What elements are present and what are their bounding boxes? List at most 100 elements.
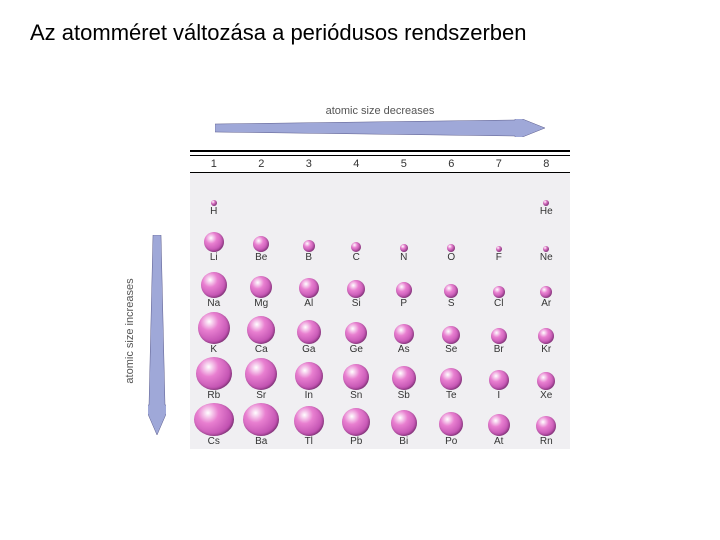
group-header-row: 12345678 — [190, 155, 570, 173]
element-symbol: In — [305, 391, 313, 401]
period-row: NaMgAlSiPSClAr — [190, 265, 570, 311]
element-cell: S — [428, 265, 476, 311]
atom-sphere — [247, 316, 275, 344]
element-cell: C — [333, 219, 381, 265]
element-cell: Sn — [333, 357, 381, 403]
period-row: H He — [190, 173, 570, 219]
atom-sphere — [442, 326, 460, 344]
element-cell: Ge — [333, 311, 381, 357]
element-cell: B — [285, 219, 333, 265]
element-symbol: Ba — [255, 437, 267, 447]
element-cell: Pb — [333, 403, 381, 449]
atom-sphere — [253, 236, 269, 252]
element-cell — [428, 173, 476, 219]
element-cell: Po — [428, 403, 476, 449]
atom-sphere — [540, 286, 552, 298]
period-row: LiBeBCNOFNe — [190, 219, 570, 265]
atom-sphere — [194, 403, 234, 436]
element-symbol: Rb — [207, 391, 220, 401]
element-symbol: K — [210, 345, 217, 355]
atom-sphere — [196, 357, 232, 390]
element-cell: Tl — [285, 403, 333, 449]
atom-sphere — [347, 280, 365, 298]
atom-sphere — [391, 410, 417, 436]
element-cell: Na — [190, 265, 238, 311]
atom-sphere — [538, 328, 554, 344]
element-symbol: Cs — [208, 437, 220, 447]
element-cell: Ar — [523, 265, 571, 311]
top-arrow-group: atomic size decreases — [215, 105, 545, 145]
element-symbol: Sb — [398, 391, 410, 401]
atom-sphere — [201, 272, 227, 298]
element-cell — [475, 173, 523, 219]
atom-sphere — [447, 244, 455, 252]
element-cell: Li — [190, 219, 238, 265]
atom-sphere — [392, 366, 416, 390]
element-symbol: Be — [255, 253, 267, 263]
element-symbol: Ga — [302, 345, 315, 355]
period-row: Cs Ba TlPb Bi PoAt Rn — [190, 403, 570, 449]
element-cell — [380, 173, 428, 219]
element-cell: Ca — [238, 311, 286, 357]
element-symbol: Mg — [254, 299, 268, 309]
group-header: 2 — [238, 156, 286, 172]
group-header: 3 — [285, 156, 333, 172]
element-symbol: As — [398, 345, 410, 355]
arrow-right-icon — [215, 119, 545, 137]
top-arrow-label: atomic size decreases — [215, 105, 545, 117]
atom-sphere — [488, 414, 510, 436]
element-symbol: B — [305, 253, 312, 263]
element-symbol: I — [497, 391, 500, 401]
atom-sphere — [537, 372, 555, 390]
atom-sphere — [396, 282, 412, 298]
element-cell: Rb — [190, 357, 238, 403]
element-symbol: Al — [304, 299, 313, 309]
atom-sphere — [489, 370, 509, 390]
element-cell: In — [285, 357, 333, 403]
element-grid: HHeLiBeBCNOFNeNaMgAlSiPSClArKCaGaGeAsSeB… — [190, 173, 570, 449]
element-cell: Ba — [238, 403, 286, 449]
atom-sphere — [295, 362, 323, 390]
group-header: 8 — [523, 156, 571, 172]
element-cell: Sr — [238, 357, 286, 403]
page-title: Az atomméret változása a periódusos rend… — [30, 20, 526, 46]
element-cell: H — [190, 173, 238, 219]
atom-sphere — [299, 278, 319, 298]
element-symbol: Rn — [540, 437, 553, 447]
element-cell — [238, 173, 286, 219]
element-cell: Te — [428, 357, 476, 403]
element-cell: Ga — [285, 311, 333, 357]
element-cell: As — [380, 311, 428, 357]
element-symbol: Sr — [256, 391, 266, 401]
element-symbol: He — [540, 207, 553, 217]
element-symbol: F — [496, 253, 502, 263]
element-cell: Al — [285, 265, 333, 311]
atom-sphere — [343, 364, 369, 390]
group-header: 4 — [333, 156, 381, 172]
element-symbol: Te — [446, 391, 457, 401]
atom-sphere — [345, 322, 367, 344]
element-symbol: Ne — [540, 253, 553, 263]
element-symbol: P — [400, 299, 407, 309]
element-cell: Kr — [523, 311, 571, 357]
atom-sphere — [342, 408, 370, 436]
element-symbol: Bi — [399, 437, 408, 447]
group-header: 6 — [428, 156, 476, 172]
element-cell: I — [475, 357, 523, 403]
element-symbol: Se — [445, 345, 457, 355]
element-cell: O — [428, 219, 476, 265]
element-cell: P — [380, 265, 428, 311]
element-cell: Bi — [380, 403, 428, 449]
atom-sphere — [491, 328, 507, 344]
element-symbol: Kr — [541, 345, 551, 355]
element-symbol: Li — [210, 253, 218, 263]
atom-sphere — [394, 324, 414, 344]
atom-sphere — [245, 358, 277, 390]
element-symbol: Ge — [350, 345, 363, 355]
atom-sphere — [440, 368, 462, 390]
element-symbol: C — [353, 253, 360, 263]
element-symbol: S — [448, 299, 455, 309]
element-symbol: Xe — [540, 391, 552, 401]
element-cell: At — [475, 403, 523, 449]
period-row: KCaGaGeAsSeBrKr — [190, 311, 570, 357]
